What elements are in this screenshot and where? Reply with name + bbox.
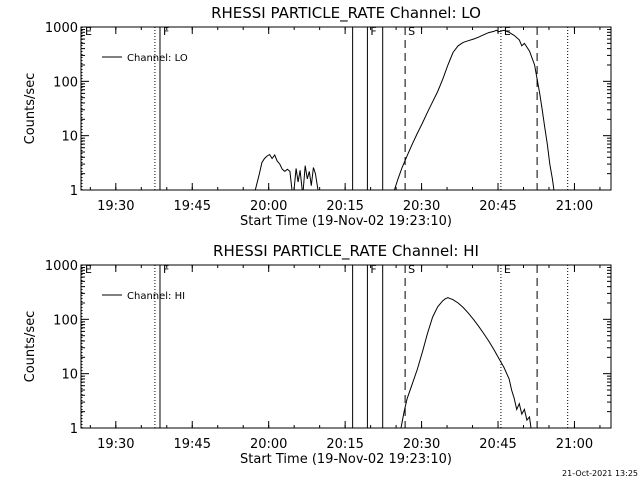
marker-flag: S [408,25,415,38]
x-axis-label: Start Time (19-Nov-02 19:23:10) [240,214,452,229]
marker-flag: S [408,263,415,276]
x-tick-label: 20:30 [403,199,440,214]
y-tick-label: 1 [70,422,78,437]
panel-lo: RHESSI PARTICLE_RATE Channel: LO 1 10 100 10… [23,4,612,229]
series-line [393,29,555,191]
x-tick-label: 21:00 [556,437,593,452]
x-tick-label: 20:45 [479,199,516,214]
chart-title: RHESSI PARTICLE_RATE Channel: LO [211,4,481,23]
y-tick-label: 1 [70,184,78,199]
y-axis-label: Counts/sec [23,311,38,383]
x-tick-label: 20:00 [250,199,287,214]
series-line [293,165,319,191]
timestamp: 21-Oct-2021 13:25 [562,469,638,478]
plot-frame [80,264,612,429]
marker-flag: F [163,25,169,38]
legend-label: Channel: HI [127,291,185,302]
y-tick-label: 1000 [45,259,78,274]
y-tick-label: 10 [61,368,78,383]
x-axis-label: Start Time (19-Nov-02 19:23:10) [240,452,452,467]
series-line [400,297,532,429]
x-tick-label: 20:00 [250,437,287,452]
chart-title: RHESSI PARTICLE_RATE Channel: HI [213,242,479,261]
y-tick-label: 1000 [45,21,78,36]
marker-flag: E [85,263,92,276]
x-tick-label: 20:45 [479,437,516,452]
marker-flag: F [163,263,169,276]
plot-frame [80,26,612,191]
marker-flag: F [370,263,376,276]
marker-flag: F [370,25,376,38]
series-line [254,153,293,191]
x-tick-label: 19:45 [174,199,211,214]
panel-hi: RHESSI PARTICLE_RATE Channel: HI 1 10 100 10… [23,242,612,467]
x-tick-label: 19:30 [97,199,134,214]
y-axis-label: Counts/sec [23,73,38,145]
y-tick-label: 10 [61,130,78,145]
x-tick-label: 19:30 [97,437,134,452]
legend-label: Channel: LO [127,53,188,64]
x-tick-label: 21:00 [556,199,593,214]
x-tick-label: 20:15 [326,199,363,214]
x-tick-label: 19:45 [174,437,211,452]
x-tick-label: 20:15 [326,437,363,452]
y-tick-label: 100 [53,75,78,90]
y-tick-label: 100 [53,313,78,328]
marker-flag: E [504,263,511,276]
marker-flag: E [85,25,92,38]
x-tick-label: 20:30 [403,437,440,452]
